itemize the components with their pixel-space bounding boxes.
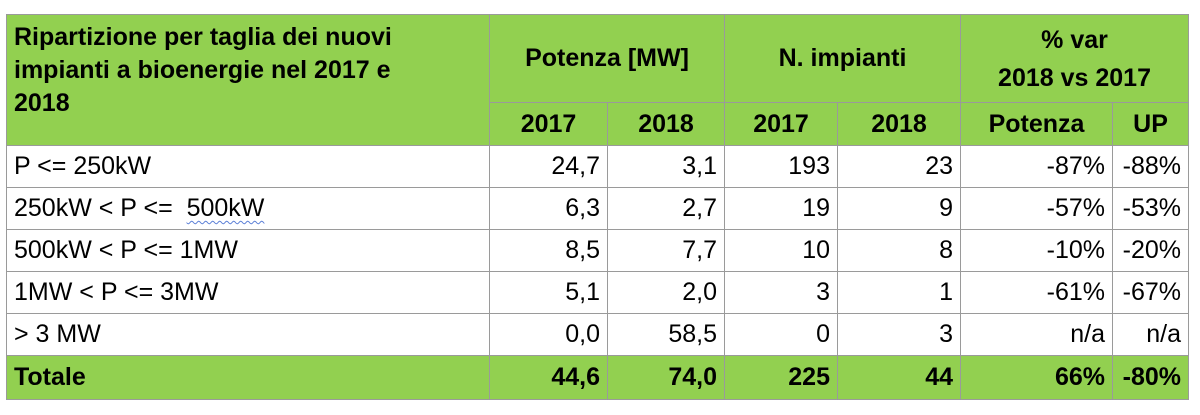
row-label-part-2: 500kW <box>186 194 265 222</box>
cell-impianti-2018: 23 <box>836 145 962 188</box>
cell-impianti-2018: 9 <box>836 187 962 230</box>
row-label-part-1: 250kW < P <= <box>14 194 173 222</box>
row-label: 1MW < P <= 3MW <box>6 271 490 314</box>
header-var-line-1: % var <box>1041 25 1108 54</box>
cell-impianti-2017: 3 <box>724 271 838 314</box>
total-potenza-2017: 44,6 <box>489 355 608 400</box>
cell-var-up: -20% <box>1112 229 1190 272</box>
cell-impianti-2017: 19 <box>724 187 838 230</box>
header-potenza-2018: 2018 <box>607 102 725 146</box>
cell-potenza-2017: 0,0 <box>489 313 608 356</box>
total-potenza-2018: 74,0 <box>607 355 725 400</box>
cell-var-potenza: -61% <box>960 271 1114 314</box>
cell-impianti-2018: 8 <box>836 229 962 272</box>
cell-potenza-2017: 24,7 <box>489 145 608 188</box>
header-var-potenza: Potenza <box>960 102 1114 146</box>
table-row: 500kW < P <= 1MW 8,5 7,7 10 8 -10% -20% <box>6 229 1190 272</box>
total-var-up: -80% <box>1112 355 1190 400</box>
header-row-top: Ripartizione per taglia dei nuovi impian… <box>6 14 1190 146</box>
table-title-line-3: 2018 <box>14 89 70 117</box>
table-title: Ripartizione per taglia dei nuovi impian… <box>6 14 490 146</box>
bioenergy-size-table: Ripartizione per taglia dei nuovi impian… <box>6 14 1190 400</box>
cell-var-up: n/a <box>1112 313 1190 356</box>
cell-var-potenza: -87% <box>960 145 1114 188</box>
cell-potenza-2018: 58,5 <box>607 313 725 356</box>
row-label: 500kW < P <= 1MW <box>6 229 490 272</box>
total-label: Totale <box>6 355 490 400</box>
header-var-up: UP <box>1112 102 1190 146</box>
cell-potenza-2018: 2,7 <box>607 187 725 230</box>
cell-var-potenza: -57% <box>960 187 1114 230</box>
cell-potenza-2018: 3,1 <box>607 145 725 188</box>
header-impianti-2017: 2017 <box>724 102 838 146</box>
cell-potenza-2018: 7,7 <box>607 229 725 272</box>
cell-impianti-2017: 0 <box>724 313 838 356</box>
cell-var-up: -88% <box>1112 145 1190 188</box>
row-label: P <= 250kW <box>6 145 490 188</box>
total-impianti-2017: 225 <box>724 355 838 400</box>
header-impianti-2018: 2018 <box>836 102 962 146</box>
cell-impianti-2017: 193 <box>724 145 838 188</box>
header-var-line-2: 2018 vs 2017 <box>998 63 1151 92</box>
cell-potenza-2017: 6,3 <box>489 187 608 230</box>
cell-var-up: -67% <box>1112 271 1190 314</box>
table-title-line-1: Ripartizione per taglia dei nuovi <box>14 23 392 51</box>
cell-potenza-2017: 5,1 <box>489 271 608 314</box>
total-impianti-2018: 44 <box>836 355 962 400</box>
cell-potenza-2018: 2,0 <box>607 271 725 314</box>
bioenergy-table-container: Ripartizione per taglia dei nuovi impian… <box>6 14 1190 400</box>
table-row: P <= 250kW 24,7 3,1 193 23 -87% -88% <box>6 145 1190 188</box>
table-row: 1MW < P <= 3MW 5,1 2,0 3 1 -61% -67% <box>6 271 1190 314</box>
table-row: > 3 MW 0,0 58,5 0 3 n/a n/a <box>6 313 1190 356</box>
cell-impianti-2017: 10 <box>724 229 838 272</box>
header-potenza-2017: 2017 <box>489 102 608 146</box>
table-title-line-2: impianti a bioenergie nel 2017 e <box>14 56 391 84</box>
cell-var-potenza: n/a <box>960 313 1114 356</box>
total-row: Totale 44,6 74,0 225 44 66% -80% <box>6 355 1190 400</box>
header-impianti: N. impianti <box>723 14 962 103</box>
total-var-potenza: 66% <box>960 355 1114 400</box>
cell-impianti-2018: 1 <box>836 271 962 314</box>
table-row: 250kW < P <= 500kW 6,3 2,7 19 9 -57% -53… <box>6 187 1190 230</box>
header-potenza: Potenza [MW] <box>489 14 725 103</box>
header-row-years: 2017 2018 2017 2018 Potenza UP <box>6 102 1190 146</box>
cell-potenza-2017: 8,5 <box>489 229 608 272</box>
cell-var-up: -53% <box>1112 187 1190 230</box>
row-label: 250kW < P <= 500kW <box>6 187 490 230</box>
cell-impianti-2018: 3 <box>836 313 962 356</box>
row-label: > 3 MW <box>6 313 490 356</box>
header-var: % var 2018 vs 2017 <box>960 14 1190 103</box>
cell-var-potenza: -10% <box>960 229 1114 272</box>
